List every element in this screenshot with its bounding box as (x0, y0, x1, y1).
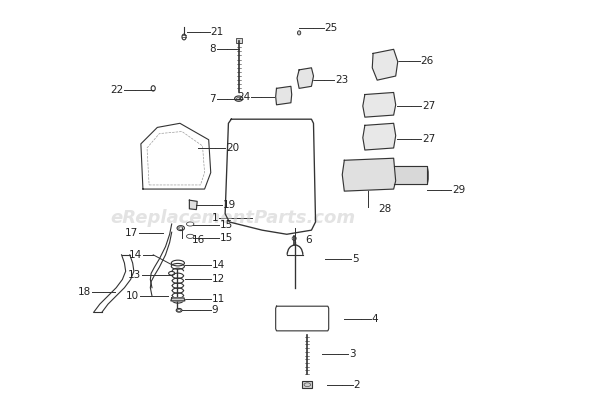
Text: 4: 4 (372, 314, 378, 323)
Polygon shape (171, 298, 185, 301)
Polygon shape (276, 86, 291, 105)
Text: 21: 21 (211, 27, 224, 37)
Text: 11: 11 (212, 294, 225, 304)
Text: 3: 3 (349, 349, 356, 359)
Ellipse shape (424, 167, 428, 184)
Text: 22: 22 (110, 85, 124, 95)
Polygon shape (141, 123, 211, 189)
Polygon shape (372, 49, 398, 80)
Text: eReplacementParts.com: eReplacementParts.com (111, 209, 356, 227)
Text: 12: 12 (212, 275, 225, 284)
Text: 29: 29 (452, 185, 466, 195)
Polygon shape (276, 306, 329, 331)
Polygon shape (225, 119, 316, 234)
Text: 17: 17 (124, 228, 138, 238)
Text: 9: 9 (212, 305, 218, 315)
Text: 16: 16 (192, 236, 205, 245)
Polygon shape (363, 92, 396, 117)
Text: 1: 1 (212, 213, 218, 223)
Text: 5: 5 (352, 254, 359, 264)
Text: 14: 14 (129, 250, 142, 260)
Text: 8: 8 (209, 44, 216, 54)
Text: 18: 18 (78, 287, 91, 297)
Text: 14: 14 (212, 260, 225, 270)
Polygon shape (394, 166, 427, 184)
Text: 6: 6 (305, 236, 312, 245)
Text: 13: 13 (128, 270, 141, 279)
Text: 25: 25 (324, 23, 338, 33)
Text: 27: 27 (422, 134, 435, 144)
Ellipse shape (297, 31, 301, 35)
Text: 15: 15 (220, 233, 233, 242)
Text: 15: 15 (220, 220, 233, 230)
Text: 19: 19 (222, 200, 236, 210)
Polygon shape (297, 68, 313, 88)
Text: 7: 7 (209, 94, 216, 104)
Polygon shape (189, 200, 197, 210)
Text: 24: 24 (237, 92, 250, 102)
Text: 2: 2 (353, 380, 360, 390)
Text: 10: 10 (126, 291, 139, 301)
Text: 27: 27 (422, 101, 435, 111)
Text: 26: 26 (420, 56, 434, 66)
Bar (303, 381, 312, 388)
Polygon shape (342, 158, 396, 191)
Polygon shape (363, 123, 396, 150)
Text: 23: 23 (335, 75, 348, 85)
Text: 28: 28 (378, 204, 392, 214)
Text: 20: 20 (226, 143, 239, 153)
Ellipse shape (235, 96, 243, 101)
Ellipse shape (173, 298, 183, 301)
Bar (236, 38, 241, 43)
